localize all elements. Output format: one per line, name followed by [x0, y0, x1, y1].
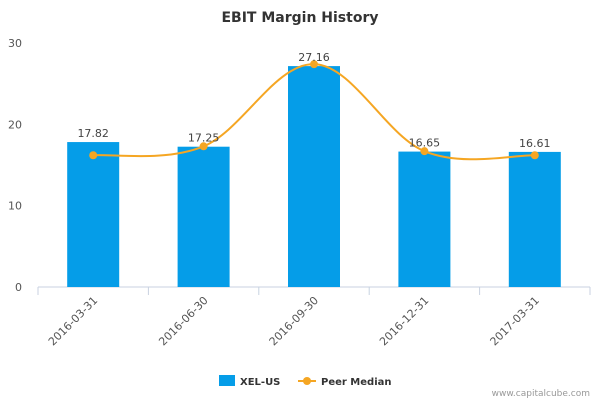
bar-data-label: 16.61 — [519, 137, 551, 150]
line-series — [89, 60, 539, 161]
peer-median-point[interactable] — [310, 60, 318, 69]
bar-xel-us[interactable] — [398, 151, 451, 287]
peer-median-point[interactable] — [89, 151, 98, 160]
bar-data-label: 27.16 — [298, 51, 330, 64]
bar-data-label: 17.25 — [188, 132, 220, 145]
peer-median-point[interactable] — [199, 142, 208, 151]
y-tick-label: 0 — [15, 281, 22, 294]
x-tick-label: 2016-12-31 — [377, 294, 431, 348]
y-tick-label: 20 — [8, 118, 22, 131]
legend: XEL-US Peer Median — [219, 375, 392, 388]
legend-swatch-xel-us — [219, 375, 235, 386]
y-tick-label: 30 — [8, 37, 22, 50]
x-axis: 2016-03-31 2016-06-30 2016-09-30 2016-12-31… — [37, 286, 591, 348]
x-tick-label: 2016-06-30 — [156, 294, 210, 348]
data-labels: 17.82 17.25 27.16 16.65 16.61 — [77, 51, 550, 150]
legend-item-peer-median[interactable]: Peer Median — [298, 377, 392, 388]
bar-series — [67, 66, 561, 287]
legend-swatch-peer-median-dot — [303, 377, 311, 385]
y-tick-label: 10 — [8, 200, 22, 213]
legend-label-peer-median: Peer Median — [321, 377, 392, 388]
legend-label-xel-us: XEL-US — [240, 377, 280, 388]
bar-data-label: 16.65 — [409, 137, 441, 150]
bar-xel-us[interactable] — [177, 146, 230, 287]
y-axis: 0 10 20 30 — [8, 37, 22, 294]
bar-xel-us[interactable] — [67, 142, 120, 287]
peer-median-point[interactable] — [420, 147, 429, 156]
x-tick-label: 2016-09-30 — [267, 294, 321, 348]
bar-xel-us[interactable] — [288, 66, 340, 287]
legend-item-xel-us[interactable]: XEL-US — [219, 375, 280, 388]
peer-median-point[interactable] — [530, 151, 539, 160]
credit-text[interactable]: www.capitalcube.com — [492, 389, 590, 399]
bar-data-label: 17.82 — [77, 127, 109, 140]
bar-xel-us[interactable] — [508, 151, 561, 287]
x-tick-label: 2016-03-31 — [46, 294, 100, 348]
chart-title: EBIT Margin History — [221, 10, 378, 26]
x-tick-label: 2017-03-31 — [488, 294, 542, 348]
